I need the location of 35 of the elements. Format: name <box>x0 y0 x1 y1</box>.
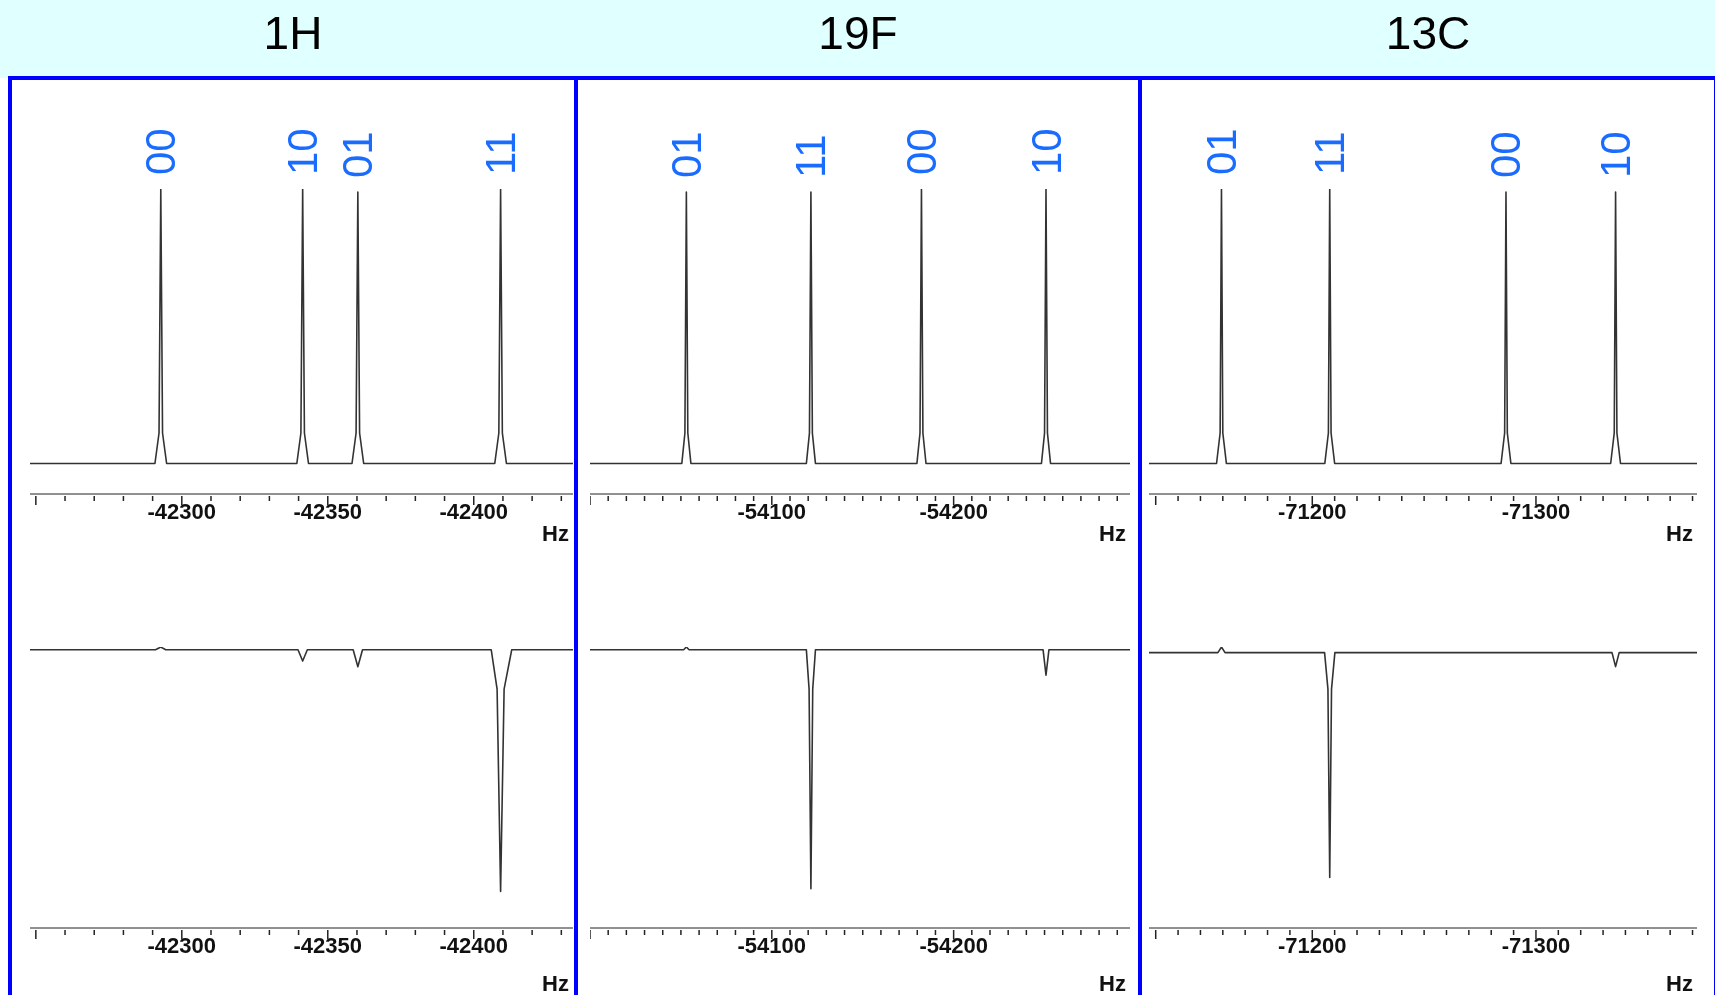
x-tick-label: -42300 <box>147 499 217 524</box>
x-axis-title: Hz <box>1099 971 1126 995</box>
x-tick-label: -42400 <box>439 499 508 524</box>
annotation: 10 <box>1592 131 1640 179</box>
x-tick-label: -42350 <box>293 933 363 958</box>
annotation: 01 <box>334 131 382 179</box>
x-tick-label: -54100 <box>737 933 807 958</box>
annotation: 10 <box>279 128 327 175</box>
x-tick-label: -54200 <box>919 499 988 524</box>
x-tick-label: -71200 <box>1278 499 1347 524</box>
annotation: 11 <box>787 134 835 179</box>
x-axis-title: Hz <box>542 971 569 995</box>
x-axis-title: Hz <box>1666 521 1693 546</box>
x-axis-title: Hz <box>542 521 569 546</box>
annotation: 01 <box>662 131 710 179</box>
annotation: 01 <box>1197 128 1245 175</box>
chart-title: 19F <box>817 6 899 60</box>
x-tick-label: -42350 <box>293 499 363 524</box>
x-tick-label: -71300 <box>1501 499 1571 524</box>
chart-title: 13C <box>1384 6 1472 60</box>
x-tick-label: -54200 <box>919 933 988 958</box>
x-tick-label: -42400 <box>439 933 508 958</box>
x-axis-title: Hz <box>1099 521 1126 546</box>
x-tick-label: -42300 <box>147 933 217 958</box>
x-tick-label: -71300 <box>1501 933 1571 958</box>
chart-title: 1H <box>262 6 324 60</box>
x-axis-title: Hz <box>1666 971 1693 995</box>
annotation: 10 <box>1022 128 1070 175</box>
annotation: 11 <box>1306 131 1354 175</box>
x-tick-label: -54100 <box>737 499 807 524</box>
annotation: 00 <box>897 128 945 175</box>
annotation: 11 <box>477 131 525 175</box>
annotation: 00 <box>1482 131 1530 179</box>
annotation: 00 <box>137 128 185 175</box>
x-tick-label: -71200 <box>1278 933 1347 958</box>
